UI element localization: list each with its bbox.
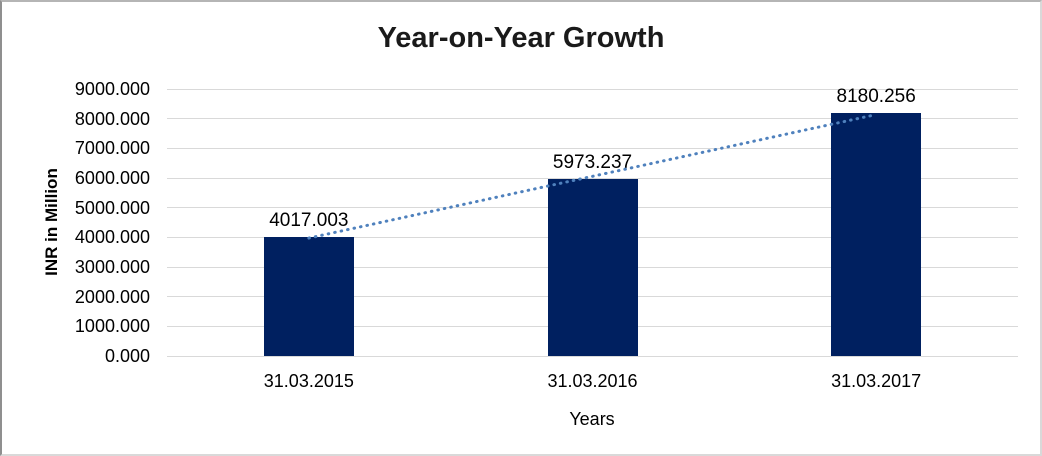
- y-axis-tick-label: 4000.000: [74, 227, 150, 248]
- gridline: [167, 88, 1018, 90]
- y-axis-tick-label: 6000.000: [74, 168, 150, 188]
- x-axis-category-label: 31.03.2015: [263, 371, 354, 391]
- bar-31.03.2015: [263, 236, 354, 356]
- x-axis-title: Years: [569, 409, 615, 429]
- y-axis-tick-label: 1000.000: [74, 316, 150, 337]
- x-axis-category-label: 31.03.2016: [547, 371, 638, 391]
- bar-31.03.2017: [831, 113, 922, 356]
- bar-value-label: 8180.256: [836, 86, 916, 108]
- y-axis-tick-label: 2000.000: [74, 286, 150, 307]
- bar-value-label: 5973.237: [552, 151, 633, 173]
- y-axis-tick-label: 7000.000: [74, 138, 150, 159]
- bar-value-label: 4017.003: [269, 209, 349, 231]
- y-axis-tick-label: 8000.000: [74, 108, 150, 129]
- x-axis-category-label: 31.03.2017: [831, 371, 922, 391]
- y-axis-tick-label: 0.000: [104, 346, 150, 366]
- chart-title: Year-on-Year Growth: [377, 22, 665, 54]
- y-axis-tick-label: 9000.000: [74, 79, 150, 99]
- y-axis-tick-label: 3000.000: [74, 257, 150, 277]
- y-axis-tick-label: 5000.000: [74, 197, 150, 218]
- bar-31.03.2016: [547, 178, 638, 356]
- gridline: [167, 355, 1018, 357]
